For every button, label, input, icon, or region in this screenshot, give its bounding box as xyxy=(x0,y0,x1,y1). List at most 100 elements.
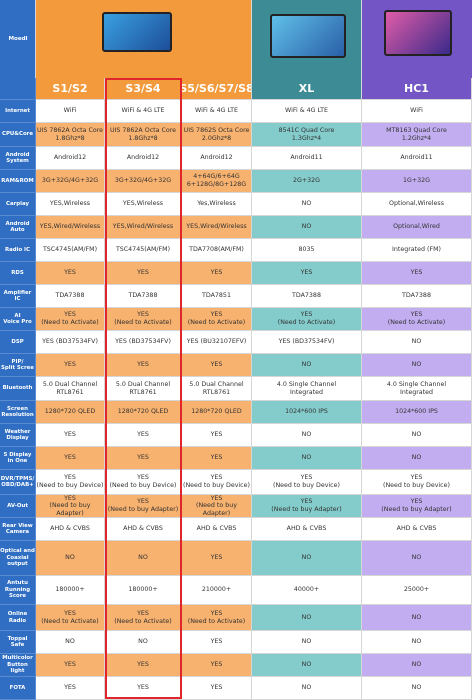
spec-value: NO xyxy=(362,541,472,576)
spec-value: AHD & CVBS xyxy=(105,518,182,541)
row-label: Carplay xyxy=(0,193,36,216)
spec-value: NO xyxy=(252,447,362,470)
spec-value: YES (Need to Activate) xyxy=(252,308,362,331)
spec-value: UIS 7862A Octa Core 1.8Ghz*8 xyxy=(105,123,182,147)
spec-value: YES xyxy=(182,631,252,654)
header-label: Moedl xyxy=(8,36,28,42)
row-label: Android Auto xyxy=(0,216,36,239)
spec-value: TDA7851 xyxy=(182,285,252,308)
row-label: Weather Display xyxy=(0,424,36,447)
spec-value: YES (Need to buy Device) xyxy=(105,470,182,495)
spec-value: MT8163 Quad Core 1.2Ghz*4 xyxy=(362,123,472,147)
spec-value: TSC4745(AM/FM) xyxy=(105,239,182,262)
spec-value: UIS 7862A Octa Core 1.8Ghz*8 xyxy=(36,123,105,147)
spec-value: YES (BD37534FV) xyxy=(252,331,362,354)
spec-value: YES xyxy=(105,424,182,447)
spec-value: 1G+32G xyxy=(362,170,472,193)
spec-value: NO xyxy=(105,541,182,576)
row-label: Toppal Safe xyxy=(0,631,36,654)
spec-value: YES xyxy=(105,677,182,700)
device-image xyxy=(384,10,452,56)
row-label: Internet xyxy=(0,100,36,123)
spec-value: Android11 xyxy=(252,147,362,170)
row-label: RAM&ROM xyxy=(0,170,36,193)
spec-value: YES xyxy=(36,447,105,470)
spec-value: YES xyxy=(36,424,105,447)
spec-value: YES xyxy=(182,424,252,447)
spec-value: NO xyxy=(362,631,472,654)
spec-value: YES (Need to buy Device) xyxy=(362,470,472,495)
spec-value: 1024*600 IPS xyxy=(252,401,362,424)
spec-value: NO xyxy=(252,605,362,631)
row-label: DVR/TPMS/ OBD/DAB+ xyxy=(0,470,36,495)
model-name: S1/S2 xyxy=(36,78,105,100)
spec-value: YES xyxy=(182,654,252,677)
spec-value: 1280*720 QLED xyxy=(36,401,105,424)
spec-value: Optional,Wireless xyxy=(362,193,472,216)
spec-value: WiFi xyxy=(36,100,105,123)
model-name: S3/S4 xyxy=(105,78,182,100)
spec-value: AHD & CVBS xyxy=(182,518,252,541)
spec-value: NO xyxy=(362,654,472,677)
spec-value: 4.0 Single Channel Integrated xyxy=(252,377,362,401)
spec-value: NO xyxy=(362,354,472,377)
row-label: AI Voice Pro xyxy=(0,308,36,331)
spec-value: YES (Need to Activate) xyxy=(105,605,182,631)
spec-value: YES (BD37534FV) xyxy=(105,331,182,354)
model-name: XL xyxy=(252,78,362,100)
spec-value: AHD & CVBS xyxy=(362,518,472,541)
spec-value: WiFi & 4G LTE xyxy=(105,100,182,123)
spec-value: YES,Wired/Wireless xyxy=(105,216,182,239)
spec-value: NO xyxy=(362,605,472,631)
device-image xyxy=(270,14,346,58)
row-label: Rear View Camera xyxy=(0,518,36,541)
spec-value: YES (BU32107EFV) xyxy=(182,331,252,354)
spec-value: 1280*720 QLED xyxy=(182,401,252,424)
spec-value: YES xyxy=(105,354,182,377)
device-image xyxy=(102,12,172,52)
spec-value: TDA7708(AM/FM) xyxy=(182,239,252,262)
spec-value: YES,Wireless xyxy=(105,193,182,216)
spec-value: 4.0 Single Channel Integrated xyxy=(362,377,472,401)
spec-value: YES (Need to Activate) xyxy=(362,308,472,331)
spec-value: UIS 7862S Octa Core 2.0Ghz*8 xyxy=(182,123,252,147)
spec-value: AHD & CVBS xyxy=(252,518,362,541)
spec-value: 8035 xyxy=(252,239,362,262)
spec-value: YES xyxy=(36,654,105,677)
spec-value: YES xyxy=(105,447,182,470)
spec-value: NO xyxy=(36,541,105,576)
spec-value: YES xyxy=(182,354,252,377)
spec-value: 180000+ xyxy=(36,576,105,605)
spec-value: NO xyxy=(252,216,362,239)
spec-value: 5.0 Dual Channel RTL8761 xyxy=(182,377,252,401)
header-hc1 xyxy=(362,0,472,78)
spec-value: YES xyxy=(105,654,182,677)
row-label: RDS xyxy=(0,262,36,285)
spec-value: Android12 xyxy=(36,147,105,170)
spec-value: YES (Need to buy Adapter) xyxy=(36,495,105,518)
spec-value: YES xyxy=(105,262,182,285)
spec-value: YES (Need to Activate) xyxy=(182,308,252,331)
row-label: PIP/ Split Scree xyxy=(0,354,36,377)
spec-value: YES (Need to buy Adapter) xyxy=(105,495,182,518)
spec-value: 4+64G/6+64G 6+128G/8G+128G xyxy=(182,170,252,193)
spec-value: WiFi xyxy=(362,100,472,123)
spec-value: YES xyxy=(182,262,252,285)
spec-value: 8541C Quad Core 1.3Ghz*4 xyxy=(252,123,362,147)
spec-value: WiFi & 4G LTE xyxy=(182,100,252,123)
spec-value: 1280*720 QLED xyxy=(105,401,182,424)
spec-value: YES (Need to buy Adapter) xyxy=(362,495,472,518)
spec-value: 3G+32G/4G+32G xyxy=(105,170,182,193)
row-label: Online Radio xyxy=(0,605,36,631)
spec-value: YES xyxy=(252,262,362,285)
spec-value: YES xyxy=(182,677,252,700)
spec-value: YES xyxy=(182,541,252,576)
spec-value: YES (Need to buy Device) xyxy=(182,470,252,495)
spec-value: NO xyxy=(252,541,362,576)
header-xl xyxy=(252,0,362,78)
row-label: FOTA xyxy=(0,677,36,700)
spec-value: NO xyxy=(105,631,182,654)
header-s-series xyxy=(36,0,252,78)
row-label: Android System xyxy=(0,147,36,170)
